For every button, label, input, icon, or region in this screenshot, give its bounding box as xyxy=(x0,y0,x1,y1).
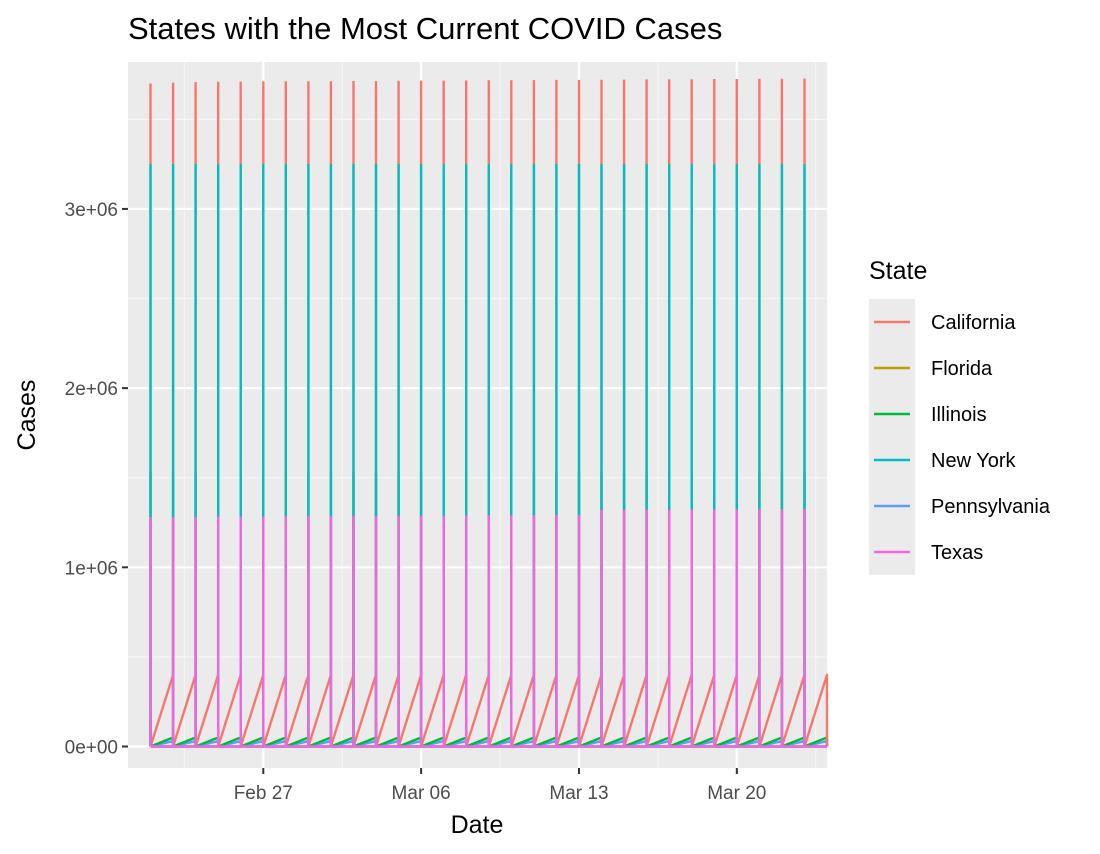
legend-label: Illinois xyxy=(931,404,987,426)
x-tick-label: Mar 06 xyxy=(392,783,451,804)
legend-label: New York xyxy=(931,450,1016,472)
legend: State California Florida Illinois New York P… xyxy=(869,257,1051,575)
series-layer xyxy=(149,78,829,748)
y-axis: 0e+00 1e+06 2e+06 3e+06 xyxy=(65,200,128,758)
y-tick-label: 1e+06 xyxy=(65,558,118,579)
legend-label: Pennsylvania xyxy=(931,496,1051,518)
y-axis-title: Cases xyxy=(13,380,41,451)
plot-panel xyxy=(128,62,827,768)
legend-label: Texas xyxy=(931,542,983,564)
legend-key-background xyxy=(869,299,915,575)
x-tick-label: Feb 27 xyxy=(234,783,293,804)
minor-gridlines xyxy=(128,62,827,768)
y-tick-label: 0e+00 xyxy=(65,737,118,758)
legend-label: Florida xyxy=(931,358,993,380)
y-tick-label: 3e+06 xyxy=(65,200,118,221)
x-tick-label: Mar 20 xyxy=(707,783,766,804)
x-axis-title: Date xyxy=(451,811,504,839)
legend-title: State xyxy=(869,257,927,285)
x-axis: Feb 27 Mar 06 Mar 13 Mar 20 xyxy=(234,768,766,804)
y-tick-label: 2e+06 xyxy=(65,379,118,400)
x-tick-label: Mar 13 xyxy=(549,783,608,804)
chart-title: States with the Most Current COVID Cases xyxy=(128,11,722,46)
legend-label: California xyxy=(931,312,1016,334)
series-line-texas xyxy=(149,509,827,748)
